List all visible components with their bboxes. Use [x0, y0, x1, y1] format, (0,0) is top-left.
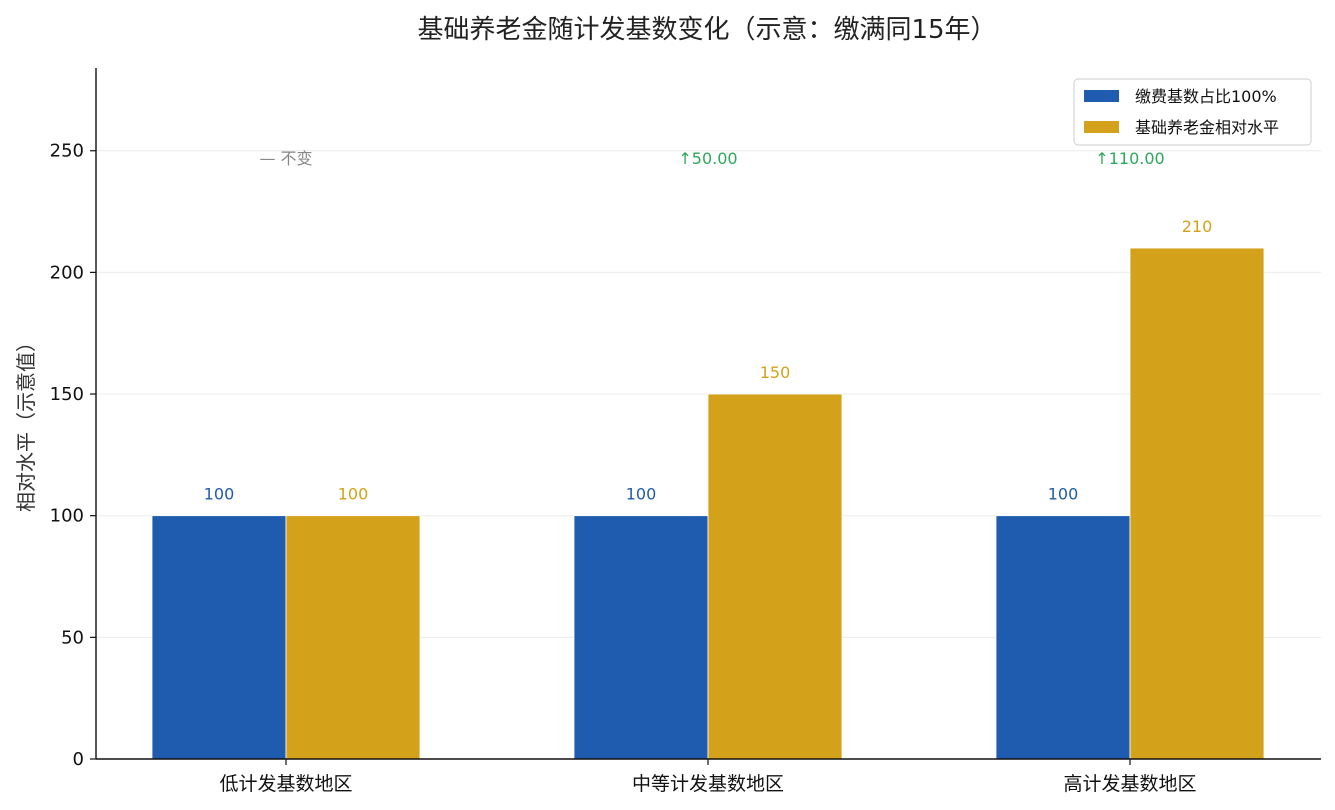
x-tick-label: 高计发基数地区 — [1063, 773, 1196, 795]
y-tick-label: 250 — [50, 141, 84, 162]
y-tick-label: 0 — [73, 749, 84, 770]
change-annotation: — 不变 — [259, 149, 312, 168]
data-label: 100 — [338, 485, 369, 504]
legend-entry: 基础养老金相对水平 — [1135, 118, 1279, 137]
change-annotations: — 不变 ↑50.00 ↑110.00 — [259, 149, 1164, 168]
legend: 缴费基数占比100% 基础养老金相对水平 — [1073, 78, 1312, 146]
bar — [1129, 247, 1265, 760]
bars — [151, 247, 1265, 760]
y-axis-label: 相对水平（示意值） — [14, 332, 38, 512]
bar — [151, 515, 287, 760]
change-annotation: ↑50.00 — [678, 149, 737, 168]
legend-swatch — [1084, 121, 1119, 133]
data-label: 100 — [626, 485, 657, 504]
bar — [285, 515, 421, 760]
data-label: 100 — [204, 485, 235, 504]
chart-title: 基础养老金随计发基数变化（示意：缴满同15年） — [417, 15, 996, 45]
x-ticks: 低计发基数地区 中等计发基数地区 高计发基数地区 — [219, 759, 1197, 795]
y-tick-label: 50 — [61, 627, 84, 648]
legend-box — [1073, 78, 1312, 146]
y-tick-label: 150 — [50, 384, 84, 405]
data-label: 100 — [1048, 485, 1079, 504]
legend-swatch — [1084, 90, 1119, 102]
data-label: 150 — [760, 363, 791, 382]
data-label: 210 — [1182, 217, 1213, 236]
bar — [995, 515, 1131, 760]
legend-entry: 缴费基数占比100% — [1135, 87, 1277, 106]
x-tick-label: 低计发基数地区 — [219, 773, 352, 795]
x-tick-label: 中等计发基数地区 — [632, 773, 784, 795]
y-tick-label: 200 — [50, 262, 84, 283]
change-annotation: ↑110.00 — [1095, 149, 1164, 168]
data-labels: 100 100 100 100 150 210 — [204, 217, 1213, 504]
y-ticks: 0 50 100 150 200 250 — [50, 141, 96, 770]
bar — [707, 393, 843, 760]
y-tick-label: 100 — [50, 506, 84, 527]
bar — [573, 515, 709, 760]
